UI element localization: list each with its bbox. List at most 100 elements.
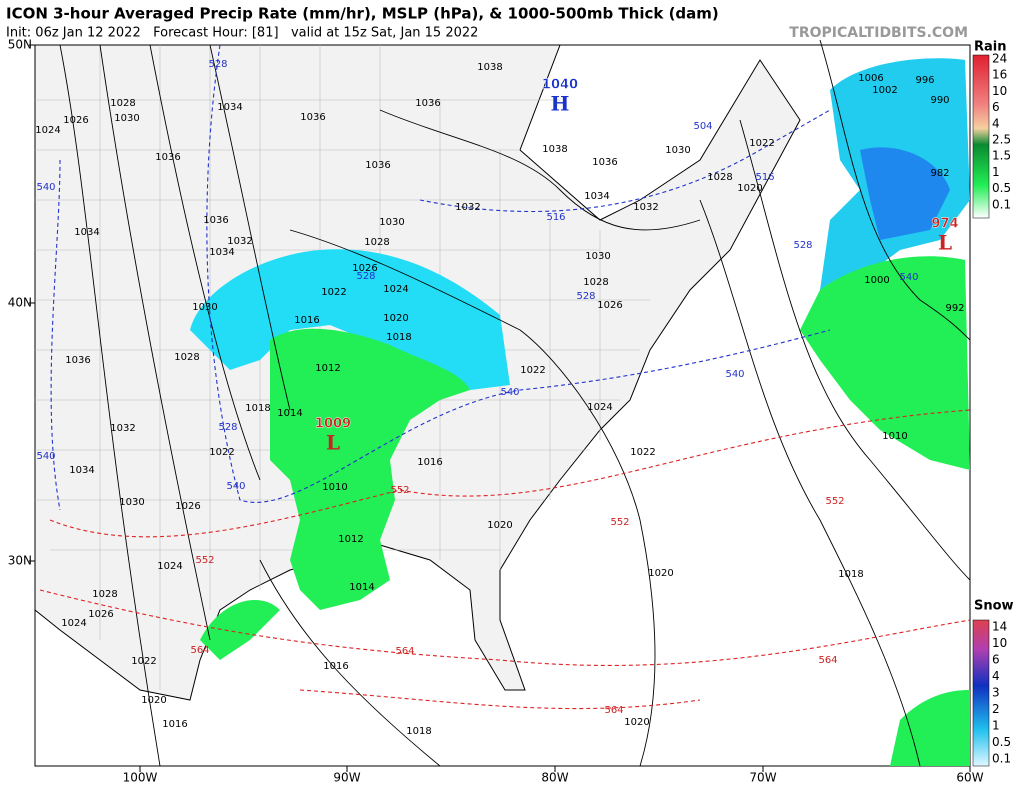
thickness-label: 552	[390, 485, 409, 496]
thickness-label: 540	[500, 387, 519, 398]
pressure-center-symbol: H	[551, 92, 570, 116]
lat-label: 50N	[8, 38, 32, 52]
isobar-label: 1028	[707, 172, 732, 183]
isobar-label: 1002	[872, 85, 897, 96]
isobar-label: 1026	[352, 263, 377, 274]
rain-legend-label: 4	[992, 116, 1000, 130]
isobar-label: 1026	[88, 609, 113, 620]
isobar-label: 1018	[406, 726, 431, 737]
snow-legend-label: 2	[992, 702, 1000, 716]
isobar-label: 1032	[455, 202, 480, 213]
isobar-label: 1030	[119, 497, 144, 508]
thickness-label: 504	[693, 121, 712, 132]
thickness-label: 552	[610, 517, 629, 528]
isobar-label: 1034	[74, 227, 99, 238]
isobar-label: 1020	[141, 695, 166, 706]
isobar-label: 1026	[597, 300, 622, 311]
lon-label: 70W	[749, 771, 776, 785]
pressure-center-value: 1040	[542, 78, 578, 93]
thickness-label: 564	[604, 705, 623, 716]
isobar-label: 1034	[217, 102, 242, 113]
snow-legend-title: Snow	[974, 599, 1014, 614]
thickness-label: 516	[546, 212, 565, 223]
isobar-label: 1014	[349, 582, 374, 593]
isobar-label: 1006	[858, 73, 883, 84]
isobar-label: 1034	[209, 247, 234, 258]
rain-legend-title: Rain	[974, 40, 1007, 55]
isobar-label: 1020	[487, 520, 512, 531]
pressure-center-value: 1009	[315, 417, 351, 432]
pressure-center-symbol: L	[326, 431, 340, 455]
isobar-label: 1018	[386, 332, 411, 343]
snow-legend-label: 0.5	[992, 735, 1011, 749]
snow-legend-label: 10	[992, 636, 1007, 650]
isobar-label: 1026	[175, 501, 200, 512]
isobar-label: 992	[945, 303, 964, 314]
isobar-label: 1030	[665, 145, 690, 156]
isobar-label: 1020	[624, 717, 649, 728]
isobar-label: 1022	[209, 447, 234, 458]
isobar-label: 1024	[157, 561, 182, 572]
thickness-label: 528	[793, 240, 812, 251]
isobar-label: 1034	[584, 191, 609, 202]
rain-legend-label: 16	[992, 68, 1007, 82]
snow-legend-label: 3	[992, 686, 1000, 700]
isobar-label: 1018	[838, 569, 863, 580]
thickness-label: 540	[899, 272, 918, 283]
isobar-label: 1036	[65, 355, 90, 366]
isobar-label: 1024	[383, 284, 408, 295]
lon-label: 90W	[333, 771, 360, 785]
thickness-label: 552	[825, 496, 844, 507]
isobar-label: 1032	[227, 236, 252, 247]
rain-legend-label: 6	[992, 100, 1000, 114]
thickness-label: 516	[755, 172, 774, 183]
isobar-label: 1030	[379, 217, 404, 228]
isobar-label: 1038	[477, 62, 502, 73]
thickness-label: 564	[190, 645, 209, 656]
isobar-label: 1022	[131, 656, 156, 667]
lat-label: 30N	[8, 554, 32, 568]
thickness-label: 540	[36, 451, 55, 462]
lon-label: 60W	[956, 771, 983, 785]
snow-legend-label: 1	[992, 719, 1000, 733]
thickness-label: 564	[818, 655, 837, 666]
thickness-label: 540	[725, 369, 744, 380]
thickness-label: 540	[226, 481, 245, 492]
isobar-label: 1030	[114, 113, 139, 124]
snow-legend-label: 0.1	[992, 752, 1011, 766]
isobar-label: 1028	[110, 98, 135, 109]
isobar-label: 1020	[737, 183, 762, 194]
isobar-label: 1036	[365, 160, 390, 171]
isobar-label: 1030	[585, 251, 610, 262]
rain-legend-label: 0.1	[992, 197, 1011, 211]
isobar-label: 1020	[383, 313, 408, 324]
isobar-label: 1022	[520, 365, 545, 376]
isobar-label: 1034	[69, 465, 94, 476]
snow-legend-label: 14	[992, 620, 1007, 634]
isobar-label: 1028	[364, 237, 389, 248]
isobar-label: 996	[915, 75, 934, 86]
isobar-label: 1028	[583, 277, 608, 288]
title: ICON 3-hour Averaged Precip Rate (mm/hr)…	[6, 5, 719, 23]
rain-legend-label: 10	[992, 84, 1007, 98]
isobar-label: 1016	[294, 315, 319, 326]
snow-legend-label: 4	[992, 669, 1000, 683]
isobar-label: 1026	[63, 115, 88, 126]
isobar-label: 1028	[174, 352, 199, 363]
isobar-label: 1020	[648, 568, 673, 579]
isobar-label: 1012	[315, 363, 340, 374]
isobar-label: 1016	[323, 661, 348, 672]
credit: TROPICALTIDBITS.COM	[789, 25, 968, 41]
isobar-label: 1010	[322, 482, 347, 493]
isobar-label: 1022	[630, 447, 655, 458]
isobar-label: 1024	[61, 618, 86, 629]
thickness-label: 528	[218, 422, 237, 433]
isobar-label: 1036	[300, 112, 325, 123]
isobar-label: 1022	[321, 287, 346, 298]
pressure-center-symbol: L	[938, 231, 952, 255]
isobar-label: 1012	[338, 534, 363, 545]
isobar-label: 1016	[417, 457, 442, 468]
isobar-label: 1018	[245, 403, 270, 414]
thickness-label: 540	[36, 182, 55, 193]
